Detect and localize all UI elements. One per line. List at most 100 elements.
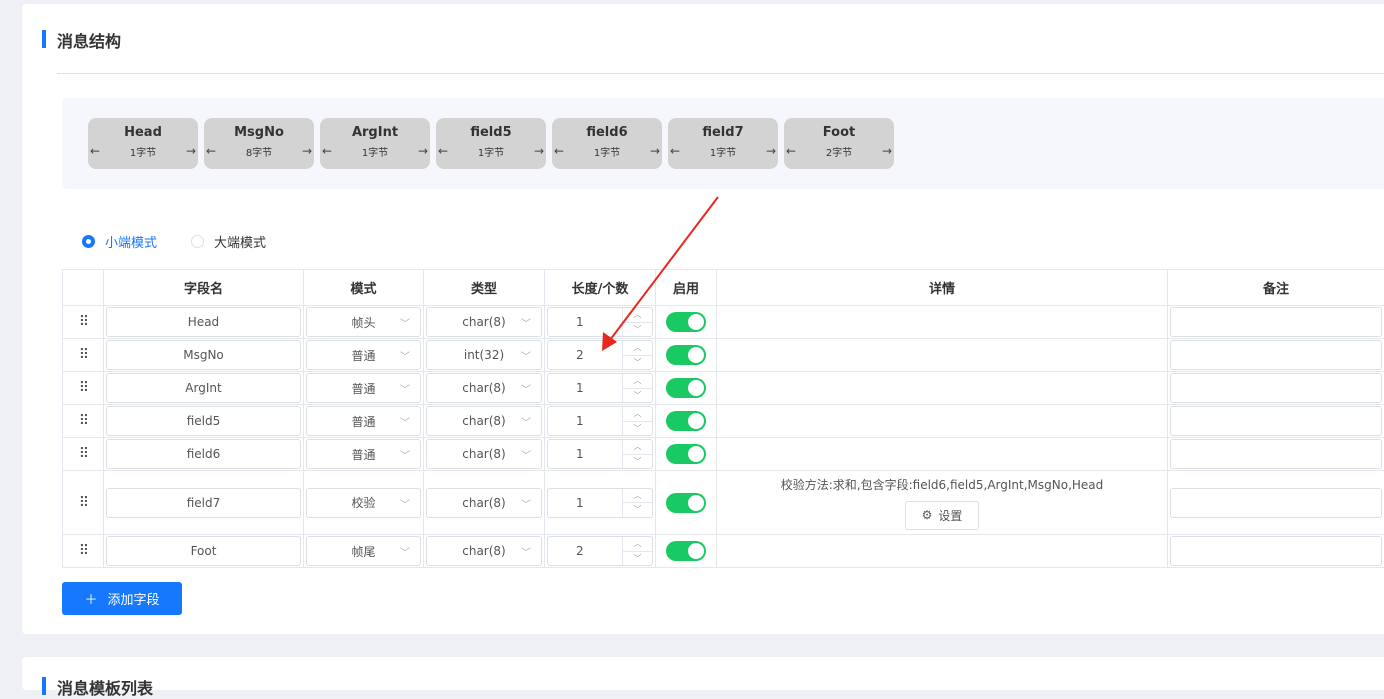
remark-input[interactable] [1170, 406, 1382, 436]
field-name-input[interactable]: field7 [106, 488, 301, 518]
drag-handle-icon[interactable]: ⠿ [79, 380, 87, 396]
mode-select[interactable]: 校验﹀ [306, 488, 421, 518]
enable-toggle[interactable] [666, 345, 706, 365]
message-structure-card: 消息结构 Head ← 1字节 → MsgNo ← 8字节 → ArgInt ←… [22, 4, 1384, 634]
decrement-icon[interactable]: ﹀ [623, 389, 652, 403]
decrement-icon[interactable]: ﹀ [623, 422, 652, 436]
arrow-right-icon[interactable]: → [418, 144, 428, 158]
remark-input[interactable] [1170, 488, 1382, 518]
table-header: 字段名 模式 类型 长度/个数 启用 详情 备注 [63, 270, 1384, 306]
enable-toggle[interactable] [666, 411, 706, 431]
drag-handle-icon[interactable]: ⠿ [79, 314, 87, 330]
settings-button[interactable]: ⚙设置 [905, 501, 980, 530]
enable-toggle[interactable] [666, 493, 706, 513]
decrement-icon[interactable]: ﹀ [623, 323, 652, 337]
decrement-icon[interactable]: ﹀ [623, 455, 652, 469]
decrement-icon[interactable]: ﹀ [623, 552, 652, 566]
arrow-right-icon[interactable]: → [882, 144, 892, 158]
remark-input[interactable] [1170, 307, 1382, 337]
drag-handle-icon[interactable]: ⠿ [79, 347, 87, 363]
arrow-right-icon[interactable]: → [650, 144, 660, 158]
enable-toggle[interactable] [666, 541, 706, 561]
type-select[interactable]: char(8)﹀ [426, 406, 542, 436]
arrow-left-icon[interactable]: ← [322, 144, 332, 158]
radio-big-endian[interactable]: 大端模式 [191, 232, 266, 251]
remark-input[interactable] [1170, 536, 1382, 566]
arrow-left-icon[interactable]: ← [438, 144, 448, 158]
arrow-right-icon[interactable]: → [186, 144, 196, 158]
structure-block[interactable]: ArgInt ← 1字节 → [320, 118, 430, 169]
mode-select[interactable]: 普通﹀ [306, 406, 421, 436]
drag-handle-icon[interactable]: ⠿ [79, 543, 87, 559]
field-name-input[interactable]: Head [106, 307, 301, 337]
structure-preview: Head ← 1字节 → MsgNo ← 8字节 → ArgInt ← 1字节 … [62, 98, 1384, 189]
enable-toggle[interactable] [666, 444, 706, 464]
structure-block[interactable]: field6 ← 1字节 → [552, 118, 662, 169]
increment-icon[interactable]: ︿ [623, 341, 652, 356]
mode-select[interactable]: 帧头﹀ [306, 307, 421, 337]
type-select[interactable]: char(8)﹀ [426, 488, 542, 518]
length-stepper[interactable]: 1︿﹀ [547, 307, 653, 337]
structure-block[interactable]: Head ← 1字节 → [88, 118, 198, 169]
field-name-input[interactable]: Foot [106, 536, 301, 566]
length-stepper[interactable]: 1︿﹀ [547, 406, 653, 436]
chevron-down-icon: ﹀ [400, 414, 410, 429]
block-name: ArgInt [320, 125, 430, 140]
increment-icon[interactable]: ︿ [623, 407, 652, 422]
type-select[interactable]: char(8)﹀ [426, 373, 542, 403]
arrow-left-icon[interactable]: ← [670, 144, 680, 158]
arrow-right-icon[interactable]: → [766, 144, 776, 158]
decrement-icon[interactable]: ﹀ [623, 503, 652, 517]
chevron-down-icon: ﹀ [400, 447, 410, 462]
radio-unchecked-icon [191, 235, 204, 248]
radio-little-endian[interactable]: 小端模式 [82, 232, 157, 251]
structure-block[interactable]: Foot ← 2字节 → [784, 118, 894, 169]
mode-select[interactable]: 普通﹀ [306, 373, 421, 403]
field-name-input[interactable]: field6 [106, 439, 301, 469]
structure-block[interactable]: MsgNo ← 8字节 → [204, 118, 314, 169]
length-stepper[interactable]: 1︿﹀ [547, 488, 653, 518]
remark-input[interactable] [1170, 340, 1382, 370]
arrow-left-icon[interactable]: ← [786, 144, 796, 158]
enable-toggle[interactable] [666, 378, 706, 398]
arrow-right-icon[interactable]: → [534, 144, 544, 158]
arrow-left-icon[interactable]: ← [554, 144, 564, 158]
arrow-left-icon[interactable]: ← [206, 144, 216, 158]
drag-handle-icon[interactable]: ⠿ [79, 413, 87, 429]
type-select[interactable]: char(8)﹀ [426, 536, 542, 566]
col-detail: 详情 [717, 270, 1168, 306]
drag-handle-icon[interactable]: ⠿ [79, 495, 87, 511]
arrow-right-icon[interactable]: → [302, 144, 312, 158]
length-stepper[interactable]: 2︿﹀ [547, 536, 653, 566]
increment-icon[interactable]: ︿ [623, 537, 652, 552]
type-select[interactable]: char(8)﹀ [426, 439, 542, 469]
field-name-input[interactable]: MsgNo [106, 340, 301, 370]
structure-block[interactable]: field5 ← 1字节 → [436, 118, 546, 169]
mode-select[interactable]: 普通﹀ [306, 439, 421, 469]
mode-select[interactable]: 帧尾﹀ [306, 536, 421, 566]
length-stepper[interactable]: 1︿﹀ [547, 439, 653, 469]
drag-handle-icon[interactable]: ⠿ [79, 446, 87, 462]
field-name-input[interactable]: field5 [106, 406, 301, 436]
increment-icon[interactable]: ︿ [623, 374, 652, 389]
block-name: field5 [436, 125, 546, 140]
remark-input[interactable] [1170, 373, 1382, 403]
increment-icon[interactable]: ︿ [623, 440, 652, 455]
increment-icon[interactable]: ︿ [623, 308, 652, 323]
decrement-icon[interactable]: ﹀ [623, 356, 652, 370]
mode-select[interactable]: 普通﹀ [306, 340, 421, 370]
type-select[interactable]: int(32)﹀ [426, 340, 542, 370]
field-name-input[interactable]: ArgInt [106, 373, 301, 403]
add-field-button[interactable]: ＋添加字段 [62, 582, 182, 615]
block-size: 1字节 [436, 144, 546, 159]
length-stepper[interactable]: 2︿﹀ [547, 340, 653, 370]
enable-toggle[interactable] [666, 312, 706, 332]
type-select[interactable]: char(8)﹀ [426, 307, 542, 337]
arrow-left-icon[interactable]: ← [90, 144, 100, 158]
gear-icon: ⚙ [922, 508, 933, 522]
increment-icon[interactable]: ︿ [623, 489, 652, 504]
structure-block[interactable]: field7 ← 1字节 → [668, 118, 778, 169]
length-stepper[interactable]: 1︿﹀ [547, 373, 653, 403]
remark-input[interactable] [1170, 439, 1382, 469]
chevron-down-icon: ﹀ [521, 315, 531, 330]
